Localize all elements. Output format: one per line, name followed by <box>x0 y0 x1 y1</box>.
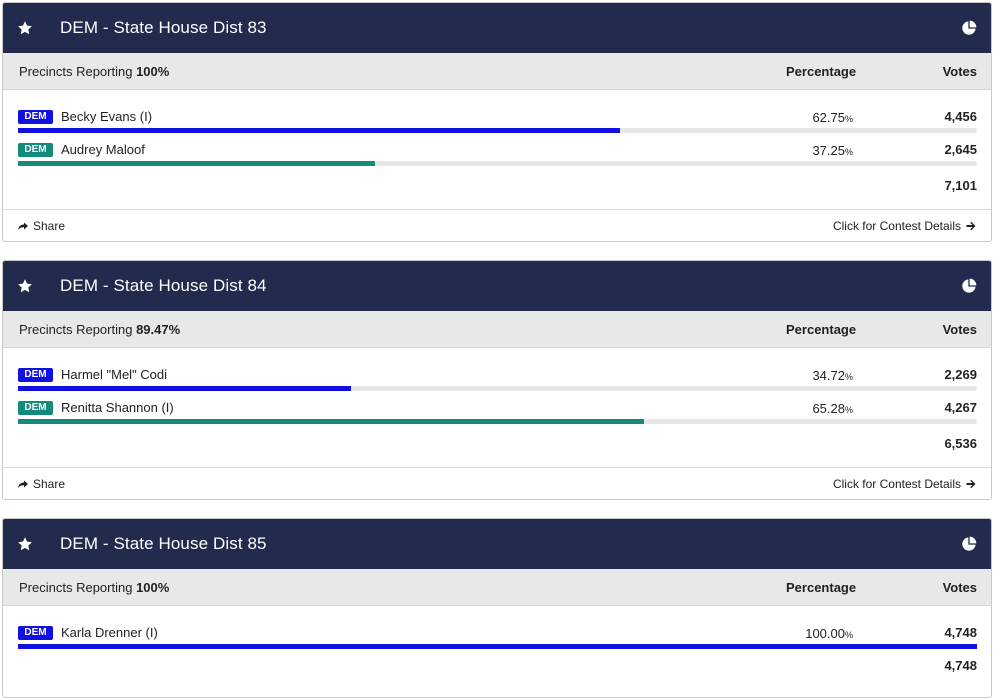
contest-header: DEM - State House Dist 84 <box>3 261 991 311</box>
vote-share-bar <box>18 128 977 133</box>
candidate-percentage: 100.00% <box>805 626 853 641</box>
vote-share-fill <box>18 644 977 649</box>
share-label: Share <box>33 477 66 491</box>
candidate-votes: 4,456 <box>944 109 977 124</box>
percentage-value: 65.28 <box>812 401 845 416</box>
contest-footer: Share Click for Contest Details <box>3 467 991 499</box>
pie-chart-icon[interactable] <box>961 278 977 294</box>
candidate-percentage: 65.28% <box>812 401 853 416</box>
star-icon[interactable] <box>17 20 33 36</box>
results-list: DEM Becky Evans (I) 62.75% 4,456 DEM Aud… <box>3 90 991 210</box>
percentage-value: 34.72 <box>812 368 845 383</box>
contest-card-dist-85: DEM - State House Dist 85 Precincts Repo… <box>2 518 992 698</box>
share-button[interactable]: Share <box>17 477 65 491</box>
candidate-percentage: 62.75% <box>812 110 853 125</box>
share-icon <box>18 222 28 230</box>
precincts-label: Precincts Reporting <box>19 580 133 595</box>
candidate-name: Audrey Maloof <box>61 142 145 157</box>
party-badge: DEM <box>18 368 53 382</box>
contest-card-dist-83: DEM - State House Dist 83 Precincts Repo… <box>2 2 992 242</box>
precincts-reporting: Precincts Reporting 100% <box>19 580 169 595</box>
contest-details-link[interactable]: Click for Contest Details <box>833 477 977 491</box>
candidate-name: Karla Drenner (I) <box>61 625 158 640</box>
vote-share-fill <box>18 419 645 424</box>
candidate-row: DEM Karla Drenner (I) 100.00% 4,748 <box>3 622 991 655</box>
contest-subheader: Precincts Reporting 89.47% Percentage Vo… <box>3 311 991 348</box>
contest-title[interactable]: DEM - State House Dist 85 <box>60 534 267 553</box>
candidate-percentage: 34.72% <box>812 368 853 383</box>
percent-sign: % <box>844 630 853 640</box>
precincts-label: Precincts Reporting <box>19 64 133 79</box>
contest-details-label: Click for Contest Details <box>832 477 961 491</box>
arrow-right-icon <box>966 221 976 231</box>
share-icon <box>18 480 28 488</box>
percent-sign: % <box>844 372 853 382</box>
candidate-row: DEM Becky Evans (I) 62.75% 4,456 <box>3 106 991 139</box>
candidate-row: DEM Renitta Shannon (I) 65.28% 4,267 <box>3 397 991 430</box>
percentage-value: 100.00 <box>805 626 845 641</box>
votes-column-header: Votes <box>942 322 977 337</box>
pie-chart-icon[interactable] <box>961 536 977 552</box>
candidate-votes: 2,645 <box>944 142 977 157</box>
vote-share-fill <box>18 161 376 166</box>
percentage-value: 37.25 <box>812 143 845 158</box>
contest-subheader: Precincts Reporting 100% Percentage Vote… <box>3 569 991 606</box>
vote-share-bar <box>18 161 977 166</box>
results-list: DEM Harmel "Mel" Codi 34.72% 2,269 DEM R… <box>3 348 991 468</box>
vote-share-bar <box>18 419 977 424</box>
contest-subheader: Precincts Reporting 100% Percentage Vote… <box>3 53 991 90</box>
contest-header: DEM - State House Dist 85 <box>3 519 991 569</box>
candidate-votes: 4,748 <box>944 625 977 640</box>
precincts-value: 100% <box>136 64 170 79</box>
candidate-name: Becky Evans (I) <box>61 109 153 124</box>
contest-details-label: Click for Contest Details <box>832 219 961 233</box>
candidate-name: Harmel "Mel" Codi <box>61 367 168 382</box>
candidate-row: DEM Audrey Maloof 37.25% 2,645 <box>3 139 991 172</box>
candidate-percentage: 37.25% <box>812 143 853 158</box>
contest-card-dist-84: DEM - State House Dist 84 Precincts Repo… <box>2 260 992 500</box>
pie-chart-icon[interactable] <box>961 20 977 36</box>
vote-share-fill <box>18 386 351 391</box>
candidate-votes: 4,267 <box>944 400 977 415</box>
star-icon[interactable] <box>17 278 33 294</box>
percent-sign: % <box>844 147 853 157</box>
precincts-label: Precincts Reporting <box>19 322 133 337</box>
vote-share-bar <box>18 644 977 649</box>
contest-title[interactable]: DEM - State House Dist 83 <box>60 18 267 37</box>
candidate-row: DEM Harmel "Mel" Codi 34.72% 2,269 <box>3 364 991 397</box>
candidate-votes: 2,269 <box>944 367 977 382</box>
contest-footer: Share Click for Contest Details <box>3 209 991 241</box>
contest-title[interactable]: DEM - State House Dist 84 <box>60 276 267 295</box>
total-votes: 6,536 <box>944 436 977 451</box>
percentage-column-header: Percentage <box>786 580 857 595</box>
precincts-value: 100% <box>136 580 170 595</box>
precincts-reporting: Precincts Reporting 89.47% <box>19 322 180 337</box>
precincts-value: 89.47% <box>136 322 181 337</box>
party-badge: DEM <box>18 626 53 640</box>
arrow-right-icon <box>966 479 976 489</box>
vote-share-fill <box>18 128 620 133</box>
percentage-column-header: Percentage <box>786 322 857 337</box>
party-badge: DEM <box>18 110 53 124</box>
percentage-column-header: Percentage <box>786 64 857 79</box>
party-badge: DEM <box>18 143 53 157</box>
results-list: DEM Karla Drenner (I) 100.00% 4,748 4,74… <box>3 606 991 696</box>
votes-column-header: Votes <box>942 580 977 595</box>
candidate-name: Renitta Shannon (I) <box>61 400 174 415</box>
share-button[interactable]: Share <box>17 219 65 233</box>
percent-sign: % <box>844 114 853 124</box>
share-label: Share <box>33 219 66 233</box>
contest-header: DEM - State House Dist 83 <box>3 3 991 53</box>
percent-sign: % <box>844 405 853 415</box>
party-badge: DEM <box>18 401 53 415</box>
contest-details-link[interactable]: Click for Contest Details <box>833 219 977 233</box>
votes-column-header: Votes <box>942 64 977 79</box>
total-votes: 7,101 <box>944 178 977 193</box>
total-votes: 4,748 <box>944 658 977 673</box>
precincts-reporting: Precincts Reporting 100% <box>19 64 169 79</box>
percentage-value: 62.75 <box>812 110 845 125</box>
star-icon[interactable] <box>17 536 33 552</box>
vote-share-bar <box>18 386 977 391</box>
